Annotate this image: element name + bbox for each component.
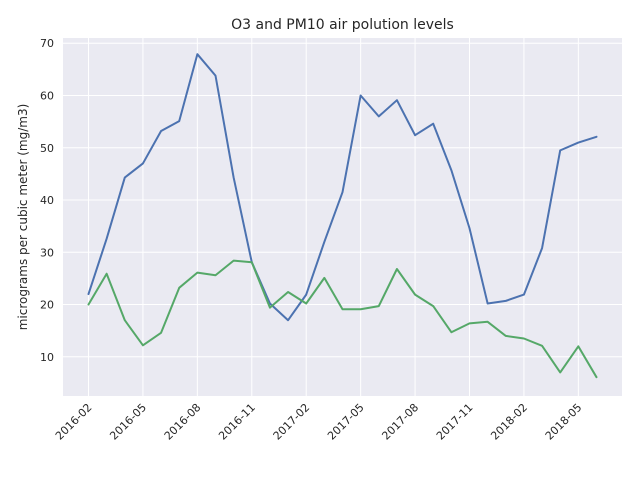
x-tick-label: 2016-11 bbox=[216, 401, 258, 443]
y-axis-label: micrograms per cubic meter (mg/m3) bbox=[16, 104, 30, 331]
y-tick-label: 20 bbox=[40, 299, 54, 312]
series-line-2 bbox=[87, 259, 598, 379]
y-tick-label: 70 bbox=[40, 37, 54, 50]
y-tick-label: 40 bbox=[40, 194, 54, 207]
x-tick-label: 2016-08 bbox=[162, 401, 204, 443]
x-tick-label: 2017-02 bbox=[271, 401, 313, 443]
y-tick-label: 10 bbox=[40, 351, 54, 364]
series-line-1 bbox=[87, 53, 598, 322]
grid-lines bbox=[63, 38, 622, 396]
x-tick-label: 2018-02 bbox=[488, 401, 530, 443]
chart-title: O3 and PM10 air polution levels bbox=[231, 17, 454, 33]
x-tick-label: 2016-05 bbox=[107, 401, 149, 443]
x-tick-label: 2018-05 bbox=[543, 401, 585, 443]
y-tick-label: 30 bbox=[40, 246, 54, 259]
x-tick-label: 2016-02 bbox=[53, 401, 95, 443]
y-tick-labels: 10 20 30 40 50 60 70 bbox=[40, 37, 54, 364]
y-tick-label: 50 bbox=[40, 142, 54, 155]
x-tick-label: 2017-05 bbox=[325, 401, 367, 443]
x-tick-label: 2017-11 bbox=[434, 401, 476, 443]
x-tick-labels: 2016-02 2016-05 2016-08 2016-11 2017-02 2017-… bbox=[53, 401, 585, 443]
y-tick-label: 60 bbox=[40, 89, 54, 102]
x-tick-label: 2017-08 bbox=[379, 401, 421, 443]
series-lines bbox=[87, 53, 598, 379]
